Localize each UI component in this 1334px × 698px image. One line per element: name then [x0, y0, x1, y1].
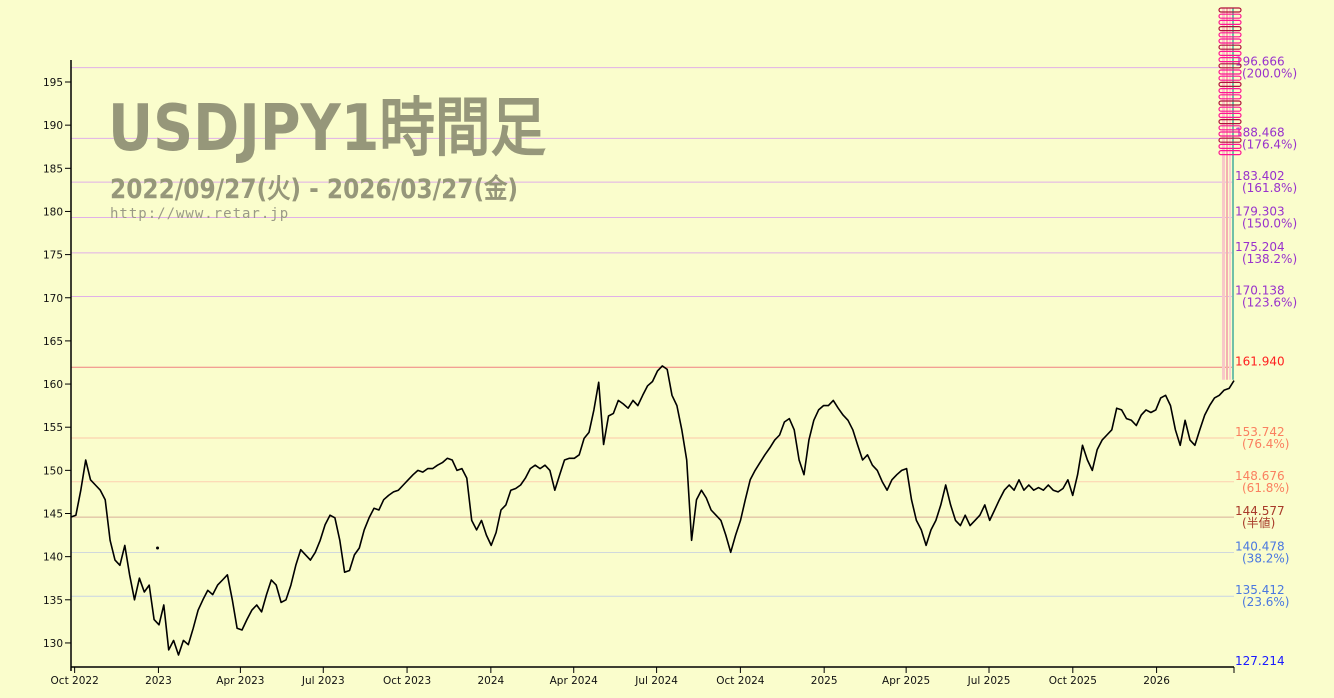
overlapping-label-mark	[1218, 32, 1242, 38]
overlapping-label-mark	[1218, 100, 1242, 106]
y-tick-label: 180	[43, 206, 63, 218]
level-value-label: 196.666	[1235, 55, 1285, 69]
level-percent-label: (200.0%)	[1242, 67, 1297, 81]
y-tick-label: 195	[43, 77, 63, 89]
chart-title-block: USDJPY1時間足 2022/09/27(火) - 2026/03/27(金)…	[108, 92, 546, 222]
level-percent-label: (23.6%)	[1242, 595, 1289, 609]
overlapping-label-mark	[1218, 50, 1242, 57]
overlapping-label-mark	[1218, 56, 1242, 63]
level-percent-label: (150.0%)	[1242, 216, 1297, 230]
x-tick-label: Jul 2023	[301, 675, 345, 687]
overlapping-label-mark	[1218, 26, 1242, 32]
y-tick-label: 190	[43, 120, 63, 132]
overlapping-label-mark	[1218, 69, 1242, 75]
chart-title: USDJPY1時間足	[108, 92, 546, 166]
y-tick-label: 145	[43, 509, 63, 521]
overlapping-label-mark	[1218, 13, 1242, 19]
overlapping-label-mark	[1218, 143, 1242, 149]
level-percent-label: (38.2%)	[1242, 552, 1289, 566]
y-tick-label: 135	[43, 595, 63, 607]
level-value-label: 135.412	[1235, 583, 1285, 597]
x-tick-label: 2025	[811, 675, 838, 687]
overlapping-label-mark	[1218, 112, 1242, 119]
level-percent-label: (61.8%)	[1242, 481, 1289, 495]
overlapping-label-mark	[1218, 44, 1242, 50]
overlapping-label-mark	[1218, 87, 1242, 94]
y-tick-label: 160	[43, 379, 63, 391]
overlapping-label-mark	[1218, 137, 1242, 143]
x-tick-label: Oct 2022	[51, 675, 99, 687]
level-percent-label: (161.8%)	[1242, 181, 1297, 195]
x-tick-label: Jul 2024	[634, 675, 678, 687]
y-tick-label: 170	[43, 293, 63, 305]
level-percent-label: (123.6%)	[1242, 296, 1297, 310]
y-tick-label: 140	[43, 552, 63, 564]
overlapping-labels-cluster	[1218, 7, 1242, 156]
overlapping-label-mark	[1218, 94, 1242, 100]
y-tick-label: 155	[43, 422, 63, 434]
projection-stripe	[1232, 8, 1234, 380]
level-value-label: 183.402	[1235, 169, 1285, 183]
overlapping-label-mark	[1218, 38, 1242, 44]
chart-subtitle: 2022/09/27(火) - 2026/03/27(金)	[110, 173, 518, 205]
x-tick-label: Oct 2025	[1049, 675, 1097, 687]
overlapping-label-mark	[1218, 106, 1242, 112]
isolated-point	[156, 546, 160, 550]
level-value-label: 170.138	[1235, 284, 1285, 298]
level-percent-label: (176.4%)	[1242, 137, 1297, 151]
level-percent-label: (半値)	[1242, 515, 1275, 530]
x-tick-label: Jul 2025	[967, 675, 1011, 687]
overlapping-label-mark	[1218, 63, 1242, 69]
level-percent-label: (138.2%)	[1242, 252, 1297, 266]
axes: 130 135 140 145 150 155 160 165 170 175 180 185 190 1…	[43, 60, 1235, 687]
y-tick-label: 175	[43, 250, 63, 262]
overlapping-label-mark	[1218, 131, 1242, 137]
level-value-label: 144.577	[1235, 504, 1285, 518]
overlapping-label-mark	[1218, 7, 1242, 13]
x-tick-label: Oct 2024	[716, 675, 765, 687]
level-value-label: 140.478	[1235, 540, 1285, 554]
projection-stripe	[1226, 8, 1228, 380]
level-percent-label: (76.4%)	[1242, 437, 1289, 451]
level-value-label: 161.940	[1235, 354, 1285, 368]
level-value-label: 153.742	[1235, 425, 1285, 439]
y-tick-label: 185	[43, 163, 63, 175]
projection-stripe	[1222, 8, 1225, 380]
price-series	[70, 365, 1235, 656]
overlapping-label-mark	[1218, 125, 1242, 131]
overlapping-label-mark	[1218, 75, 1242, 81]
x-tick-label: Apr 2023	[216, 675, 264, 687]
overlapping-label-mark	[1218, 118, 1242, 125]
y-tick-label: 130	[43, 638, 63, 650]
x-tick-label: 2024	[477, 675, 504, 687]
y-tick-label: 165	[43, 336, 63, 348]
x-tick-label: 2026	[1143, 675, 1170, 687]
x-tick-label: 2023	[145, 675, 172, 687]
level-value-label: 188.468	[1235, 125, 1285, 139]
level-value-label: 127.214	[1235, 654, 1285, 668]
source-url: http://www.retar.jp	[110, 206, 289, 222]
level-value-label: 175.204	[1235, 240, 1285, 254]
x-tick-label: Apr 2024	[550, 675, 599, 687]
level-value-label: 179.303	[1235, 204, 1285, 218]
overlapping-label-mark	[1218, 19, 1242, 25]
y-tick-label: 150	[43, 465, 63, 477]
projection-stripe	[1229, 8, 1231, 380]
overlapping-label-mark	[1218, 81, 1242, 88]
level-value-label: 148.676	[1235, 469, 1285, 483]
x-tick-label: Apr 2025	[882, 675, 930, 687]
overlapping-label-mark	[1218, 150, 1242, 156]
projection-stripes	[1222, 8, 1234, 380]
price-line	[70, 365, 1235, 656]
x-tick-label: Oct 2023	[383, 675, 431, 687]
